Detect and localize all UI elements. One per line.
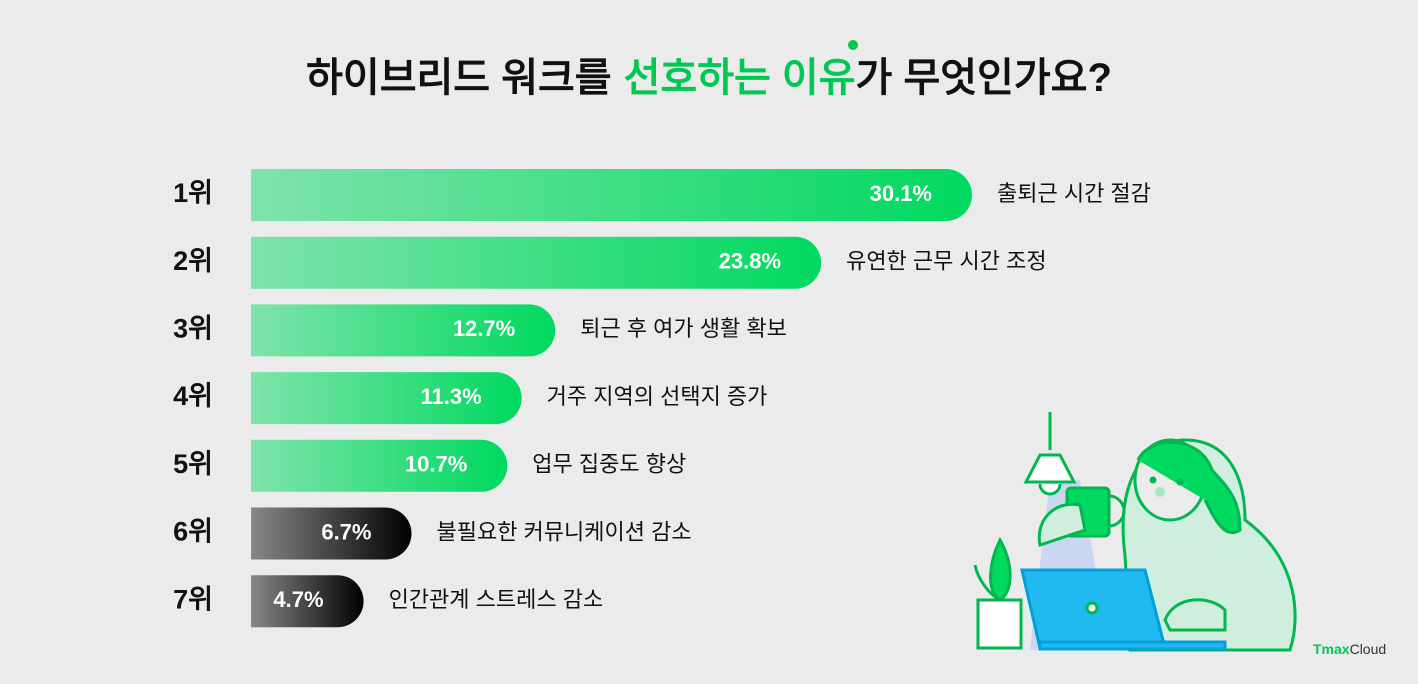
title-part: 하이브리드 워크를 bbox=[306, 56, 612, 100]
category-label: 인간관계 스트레스 감소 bbox=[389, 587, 604, 612]
bar bbox=[251, 575, 364, 628]
value-label: 6.7% bbox=[321, 519, 371, 544]
bar bbox=[251, 236, 822, 289]
bar bbox=[251, 439, 508, 492]
value-label: 30.1% bbox=[870, 181, 932, 206]
category-label: 거주 지역의 선택지 증가 bbox=[547, 384, 768, 409]
value-label: 11.3% bbox=[421, 384, 482, 409]
rank-label: 1위 bbox=[173, 178, 213, 208]
title-highlight: 선호하는 이유 bbox=[624, 56, 856, 100]
logo-product: Cloud bbox=[1350, 641, 1387, 657]
category-label: 불필요한 커뮤니케이션 감소 bbox=[436, 519, 691, 544]
value-label: 23.8% bbox=[719, 249, 781, 274]
rank-label: 6위 bbox=[173, 517, 213, 547]
rank-label: 3위 bbox=[173, 314, 213, 344]
rank-label: 2위 bbox=[173, 246, 213, 276]
bar bbox=[251, 507, 412, 560]
title-part: 가 무엇인가요? bbox=[856, 56, 1112, 100]
category-label: 유연한 근무 시간 조정 bbox=[846, 249, 1047, 274]
category-label: 퇴근 후 여가 생활 확보 bbox=[580, 316, 787, 341]
bar bbox=[251, 304, 556, 357]
bar bbox=[251, 169, 972, 221]
category-label: 업무 집중도 향상 bbox=[532, 452, 686, 477]
logo-brand: Tmax bbox=[1313, 641, 1350, 657]
chart-title: 하이브리드 워크를 선호하는 이유가 무엇인가요? bbox=[306, 56, 1112, 100]
title-dot bbox=[848, 40, 858, 50]
value-label: 10.7% bbox=[405, 452, 467, 477]
category-label: 출퇴근 시간 절감 bbox=[997, 181, 1151, 206]
rank-label: 4위 bbox=[173, 381, 213, 411]
value-label: 12.7% bbox=[453, 316, 515, 341]
rank-label: 7위 bbox=[173, 584, 213, 614]
rank-label: 5위 bbox=[173, 449, 213, 479]
value-label: 4.7% bbox=[273, 587, 323, 612]
bar bbox=[251, 372, 522, 425]
logo: TmaxCloud bbox=[1313, 641, 1386, 657]
illustration bbox=[973, 412, 1297, 652]
